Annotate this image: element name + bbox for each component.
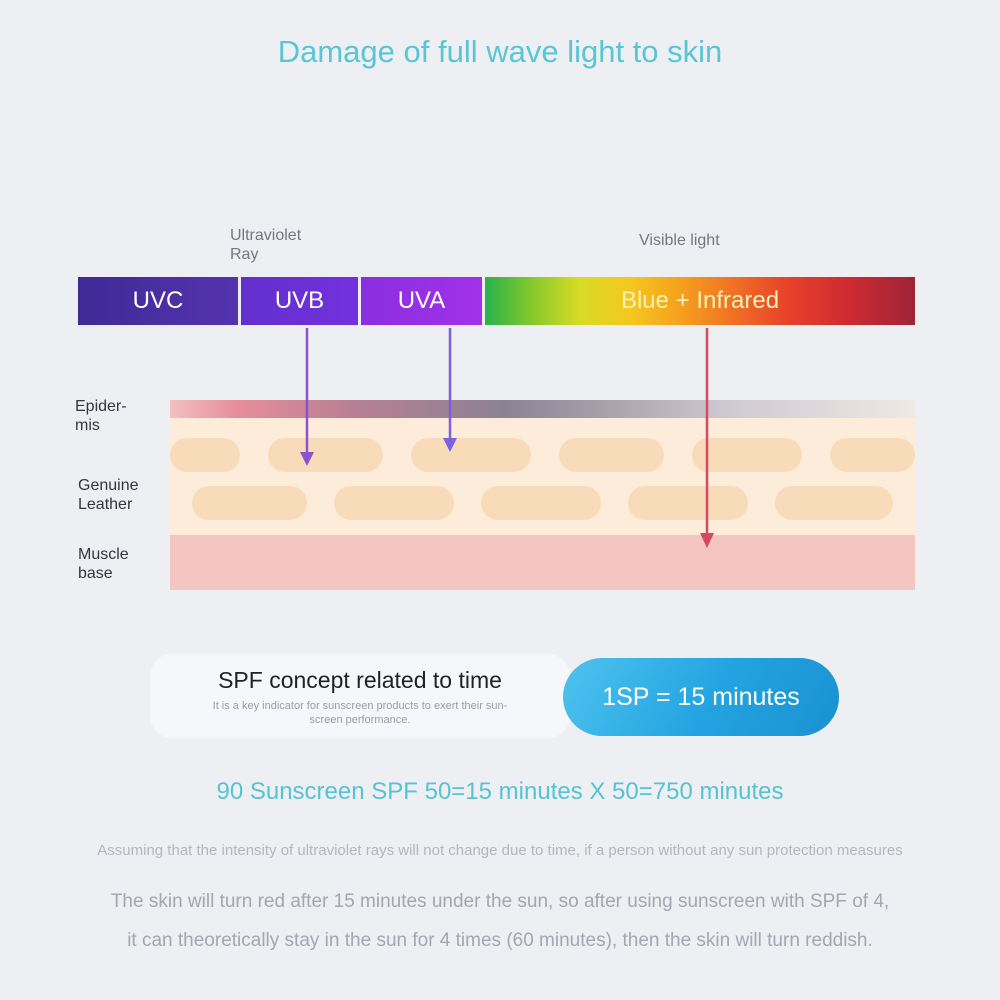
- uva-segment: UVA: [361, 277, 482, 325]
- spf-card-title: SPF concept related to time: [218, 667, 502, 693]
- dermis-cell: [268, 438, 383, 472]
- visible-light-label: Visible light: [639, 232, 720, 249]
- dermis-cell: [628, 486, 748, 520]
- dermis-cell: [334, 486, 454, 520]
- dermis-cell: [481, 486, 601, 520]
- spf-formula-text: 90 Sunscreen SPF 50=15 minutes X 50=750 …: [216, 778, 784, 805]
- dermis-cell: [692, 438, 802, 472]
- epidermis-layer: [170, 400, 915, 418]
- dermis-cell: [192, 486, 307, 520]
- uvc-segment: UVC: [78, 277, 238, 325]
- dermis-cell: [411, 438, 531, 472]
- spf-time-pill: 1SP = 15 minutes: [563, 658, 839, 736]
- dermis-label: Genuine Leather: [78, 477, 139, 513]
- assumption-note: Assuming that the intensity of ultraviol…: [97, 842, 903, 859]
- uvb-segment: UVB: [241, 277, 358, 325]
- dermis-cell: [559, 438, 664, 472]
- dermis-cells-row: [170, 472, 915, 520]
- muscle-layer: [170, 535, 915, 590]
- dermis-cell: [170, 438, 240, 472]
- spf-concept-card: SPF concept related to time It is a key …: [150, 654, 570, 738]
- dermis-layer: [170, 418, 915, 535]
- epidermis-label: Epider- mis: [75, 398, 127, 434]
- explanation-paragraph: The skin will turn red after 15 minutes …: [110, 891, 890, 951]
- page-title: Damage of full wave light to skin: [277, 34, 723, 69]
- dermis-cell: [830, 438, 915, 472]
- visible-infrared-segment: Blue + Infrared: [485, 277, 915, 325]
- dermis-cell: [775, 486, 893, 520]
- spf-card-subtitle: It is a key indicator for sunscreen prod…: [212, 700, 508, 726]
- muscle-label: Muscle base: [78, 546, 129, 582]
- skin-cross-section: [170, 400, 915, 590]
- dermis-cells-row: [170, 418, 915, 472]
- spf-time-pill-label: 1SP = 15 minutes: [602, 682, 800, 711]
- light-spectrum-bar: UVC UVB UVA Blue + Infrared: [78, 277, 915, 325]
- ultraviolet-ray-label: Ultraviolet Ray: [230, 227, 302, 263]
